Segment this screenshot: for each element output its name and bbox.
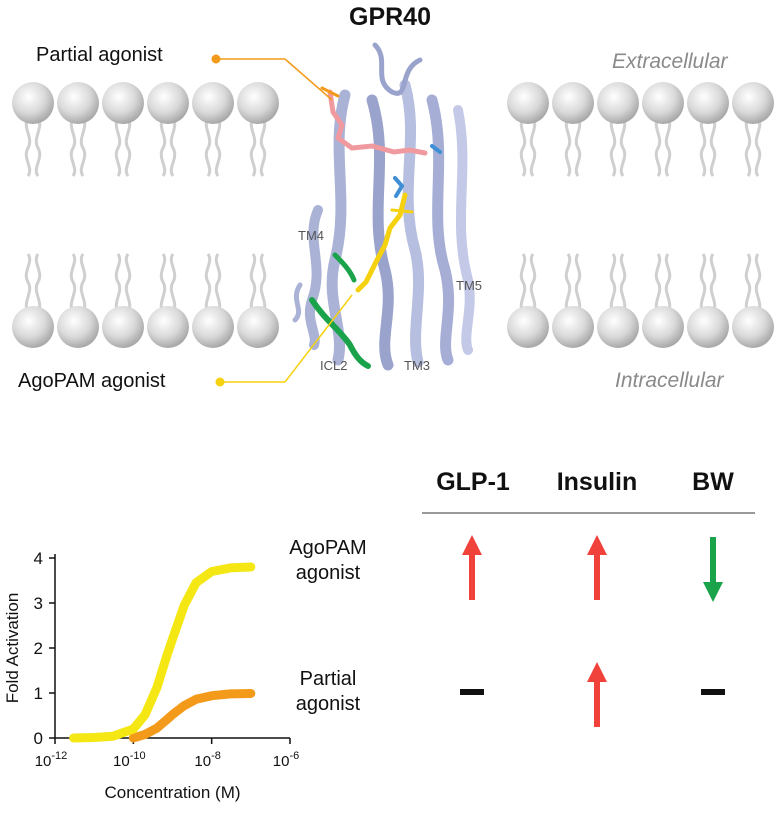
residue-sidechains [393,144,442,198]
lipid-head [237,82,279,124]
series-line-partial [128,688,256,743]
lipid-head [12,306,54,348]
x-tick-label: 10-12 [35,750,68,770]
lipid-head [687,306,729,348]
table-header-divider [422,512,755,514]
series-line-agopam [69,562,256,743]
x-tick-label: 10-8 [194,750,220,770]
column-header-insulin: Insulin [556,468,638,496]
row-label-agopam-line2: agonist [295,562,361,584]
lipid-head [102,82,144,124]
helix-label-tm4: TM4 [298,228,324,243]
effect-down-arrow-icon [703,537,723,602]
lipid-head [732,82,774,124]
row-label-agopam-line1: AgoPAM [289,537,367,559]
row-label-agopam: AgoPAM agonist [268,536,388,586]
effect-up-arrow-icon [587,535,607,600]
effect-up-arrow-icon [462,535,482,600]
lipid-head [57,306,99,348]
lipid-head [597,82,639,124]
figure-title: GPR40 [349,3,431,31]
lipid-head [642,306,684,348]
intracellular-label: Intracellular [615,369,724,392]
agopam-agonist-callout-dot [215,377,225,387]
x-tick-label: 10-6 [273,750,299,770]
agopam-agonist-callout-label: AgoPAM agonist [18,370,166,392]
x-axis-label: Concentration (M) [104,783,240,802]
effect-no-change-icon [460,689,484,695]
lipid-head [102,306,144,348]
y-tick-label: 2 [34,639,43,658]
lipid-head [507,82,549,124]
lipid-head [147,306,189,348]
lipid-head [687,82,729,124]
partial-agonist-callout-line-diag [284,58,333,101]
y-tick-label: 0 [34,729,43,748]
lipid-head [147,82,189,124]
agopam-agonist-ligand [355,192,414,293]
y-tick-label: 4 [34,549,43,568]
agopam-agonist-callout-line-diag [284,294,353,383]
column-header-bw: BW [692,468,734,496]
partial-agonist-callout-label: Partial agonist [36,44,163,66]
row-label-partial-line1: Partial [299,668,357,690]
row-label-partial: Partial agonist [268,667,388,717]
lipid-bilayer-left [12,82,279,348]
y-axis-label: Fold Activation [3,593,22,704]
lipid-head [642,82,684,124]
lipid-head [12,82,54,124]
membrane-diagram [12,42,774,387]
partial-agonist-ligand [320,86,428,156]
helix-label-tm5: TM5 [456,278,482,293]
partial-agonist-callout-dot [211,54,221,64]
lipid-head [237,306,279,348]
lipid-head [192,306,234,348]
x-tick-label: 10-10 [113,750,146,770]
helix-label-tm3: TM3 [404,358,430,373]
lipid-head [552,82,594,124]
gpr40-receptor-structure [292,42,475,371]
row-label-partial-line2: agonist [295,693,361,715]
effects-indicators [460,535,725,727]
effect-no-change-icon [701,689,725,695]
y-tick-label: 1 [34,684,43,703]
dose-response-chart: 0 1 2 3 4 10-12 10-10 10-8 10-6 Concentration (M)… [3,549,299,802]
y-tick-label: 3 [34,594,43,613]
lipid-bilayer-right [507,82,774,348]
lipid-head [507,306,549,348]
lipid-head [732,306,774,348]
helix-label-icl2: ICL2 [320,358,348,373]
lipid-head [597,306,639,348]
lipid-head [57,82,99,124]
lipid-head [552,306,594,348]
column-header-glp1: GLP-1 [436,468,510,496]
effect-up-arrow-icon [587,662,607,727]
lipid-head [192,82,234,124]
extracellular-label: Extracellular [612,50,728,73]
